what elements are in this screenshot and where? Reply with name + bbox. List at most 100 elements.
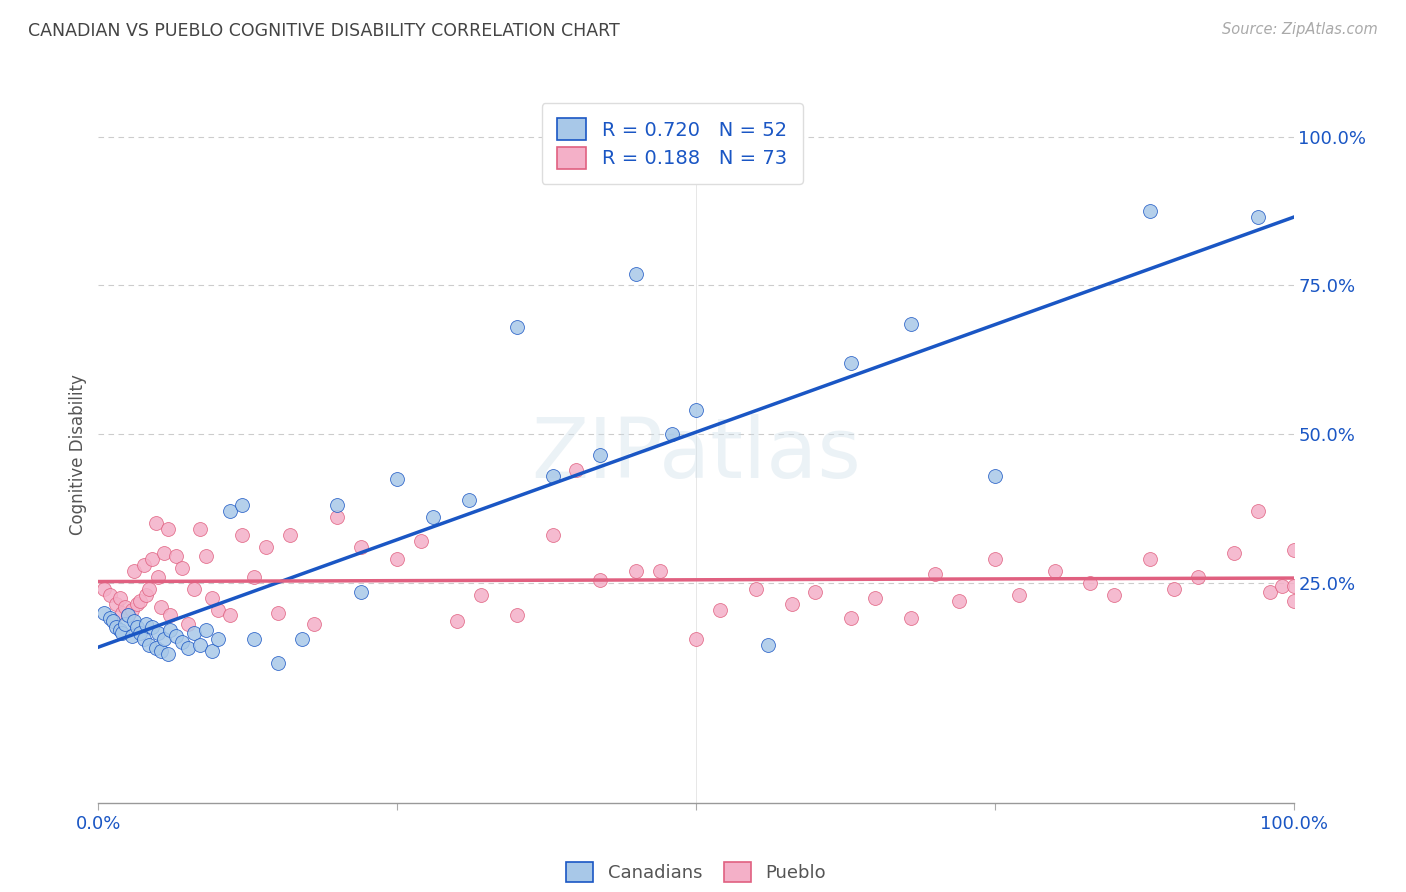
Point <box>141 620 163 634</box>
Legend: Canadians, Pueblo: Canadians, Pueblo <box>557 854 835 891</box>
Point <box>138 638 160 652</box>
Point <box>165 629 187 643</box>
Point <box>138 582 160 596</box>
Point <box>172 561 194 575</box>
Point <box>165 549 187 563</box>
Point <box>1282 579 1305 593</box>
Point <box>900 611 922 625</box>
Point <box>141 552 163 566</box>
Point <box>446 615 468 629</box>
Point <box>98 588 122 602</box>
Point <box>108 624 131 638</box>
Point <box>188 638 211 652</box>
Point <box>661 427 683 442</box>
Point <box>219 608 242 623</box>
Point <box>231 528 253 542</box>
Point <box>1007 588 1029 602</box>
Point <box>984 468 1007 483</box>
Point <box>1282 593 1305 607</box>
Point <box>841 611 863 625</box>
Point <box>1080 575 1102 590</box>
Point <box>121 602 143 616</box>
Text: ZIPatlas: ZIPatlas <box>531 415 860 495</box>
Point <box>148 626 170 640</box>
Point <box>291 632 314 647</box>
Point <box>685 632 707 647</box>
Point <box>458 492 481 507</box>
Point <box>201 644 224 658</box>
Point <box>243 570 266 584</box>
Point <box>156 647 179 661</box>
Point <box>231 499 253 513</box>
Point <box>589 573 612 587</box>
Point <box>1282 543 1305 558</box>
Point <box>267 606 290 620</box>
Point <box>177 641 200 656</box>
Point <box>506 608 529 623</box>
Point <box>153 632 176 647</box>
Point <box>841 356 863 370</box>
Point <box>1043 564 1066 578</box>
Point <box>111 606 134 620</box>
Point <box>172 635 194 649</box>
Point <box>219 504 242 518</box>
Point <box>326 499 349 513</box>
Point <box>924 566 946 581</box>
Point <box>565 463 588 477</box>
Point <box>105 620 128 634</box>
Point <box>183 626 205 640</box>
Point <box>385 552 409 566</box>
Point <box>129 593 152 607</box>
Point <box>1187 570 1209 584</box>
Point <box>541 528 564 542</box>
Point <box>117 608 139 623</box>
Point <box>1246 504 1268 518</box>
Point <box>1163 582 1185 596</box>
Point <box>243 632 266 647</box>
Point <box>156 522 179 536</box>
Point <box>422 510 444 524</box>
Point <box>350 540 373 554</box>
Point <box>350 584 373 599</box>
Point <box>153 546 176 560</box>
Point <box>98 611 122 625</box>
Point <box>326 510 349 524</box>
Point <box>780 597 803 611</box>
Point <box>135 617 157 632</box>
Point <box>108 591 131 605</box>
Point <box>506 320 529 334</box>
Point <box>124 564 146 578</box>
Point <box>470 588 492 602</box>
Point <box>124 615 146 629</box>
Point <box>177 617 200 632</box>
Point <box>132 558 155 572</box>
Point <box>685 403 707 417</box>
Point <box>135 588 157 602</box>
Point <box>626 564 648 578</box>
Point <box>254 540 277 554</box>
Point <box>863 591 887 605</box>
Point <box>1139 552 1161 566</box>
Point <box>117 608 139 623</box>
Point <box>105 597 128 611</box>
Point <box>385 472 409 486</box>
Point <box>411 534 433 549</box>
Point <box>541 468 564 483</box>
Point <box>648 564 672 578</box>
Point <box>111 626 134 640</box>
Point <box>145 641 167 656</box>
Point <box>1102 588 1125 602</box>
Point <box>207 632 229 647</box>
Point <box>984 552 1007 566</box>
Point <box>745 582 768 596</box>
Point <box>194 624 218 638</box>
Point <box>1271 579 1294 593</box>
Point <box>114 599 136 614</box>
Point <box>159 624 181 638</box>
Point <box>125 620 148 634</box>
Point <box>1246 210 1268 224</box>
Point <box>114 617 136 632</box>
Point <box>183 582 205 596</box>
Point <box>101 615 124 629</box>
Point <box>93 582 115 596</box>
